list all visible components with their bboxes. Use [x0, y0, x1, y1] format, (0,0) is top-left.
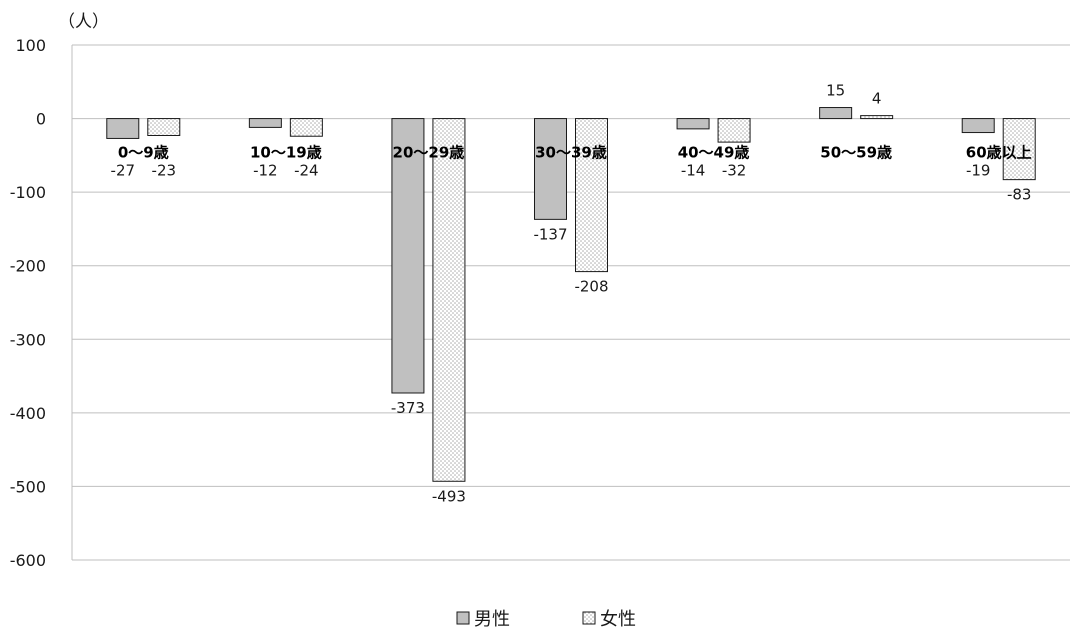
data-label: -208: [574, 278, 608, 296]
data-label: 15: [826, 82, 845, 100]
y-tick-label: 0: [36, 110, 46, 129]
category-label: 0～9歳: [118, 144, 169, 162]
y-tick-label: -600: [10, 551, 46, 570]
y-tick-label: -200: [10, 257, 46, 276]
y-tick-label: -300: [10, 330, 46, 349]
category-labels: 0～9歳 10～19歳 20～29歳 30～39歳 40～49歳 50～59歳 60歳以上: [118, 144, 1032, 162]
bar-male: [248, 118, 282, 128]
y-axis-ticks: 100 0 -100 -200 -300 -400 -500 -600: [10, 36, 46, 570]
data-label: 4: [872, 90, 882, 108]
y-tick-label: -500: [10, 477, 46, 496]
bar-male: [676, 118, 710, 130]
bar-male: [391, 118, 425, 394]
bar-female: [717, 118, 751, 143]
data-label: -137: [533, 225, 567, 243]
legend: 男性 女性: [456, 609, 636, 630]
category-label: 40～49歳: [678, 144, 750, 162]
bar-male: [961, 118, 995, 134]
legend-swatch-female: [582, 611, 596, 625]
data-label: -14: [681, 162, 706, 180]
category-label: 60歳以上: [966, 144, 1032, 162]
category-label: 50～59歳: [820, 144, 892, 162]
category-label: 30～39歳: [535, 144, 607, 162]
data-label: -12: [253, 162, 278, 180]
data-label: -23: [152, 162, 177, 180]
data-label: -373: [391, 399, 425, 417]
bar-female: [289, 118, 323, 137]
legend-label-female: 女性: [600, 609, 636, 630]
y-tick-label: -400: [10, 404, 46, 423]
data-label: -83: [1007, 186, 1032, 204]
bar-female: [575, 118, 608, 273]
gridlines: [71, 44, 1070, 561]
bar-female: [432, 118, 466, 482]
data-label: -19: [966, 162, 991, 180]
y-tick-label: 100: [15, 36, 46, 55]
data-label: -493: [432, 487, 466, 505]
category-label: 10～19歳: [250, 144, 322, 162]
y-tick-label: -100: [10, 183, 46, 202]
bars: [106, 107, 1036, 482]
data-label: -27: [111, 162, 136, 180]
data-label: -32: [722, 162, 747, 180]
data-labels: -27 -23 -12 -24 -373 -493 -137 -208 -14 -32 15 4 -19…: [111, 82, 1032, 506]
category-label: 20～29歳: [393, 144, 465, 162]
bar-male: [106, 118, 140, 139]
legend-label-male: 男性: [474, 609, 510, 630]
bar-female: [1002, 118, 1036, 181]
bar-female: [147, 118, 181, 136]
bar-male: [534, 118, 567, 220]
bar-female: [860, 115, 894, 120]
bar-male: [819, 107, 853, 120]
data-label: -24: [294, 162, 319, 180]
y-axis-unit: （人）: [58, 12, 109, 32]
legend-swatch-male: [456, 611, 470, 625]
